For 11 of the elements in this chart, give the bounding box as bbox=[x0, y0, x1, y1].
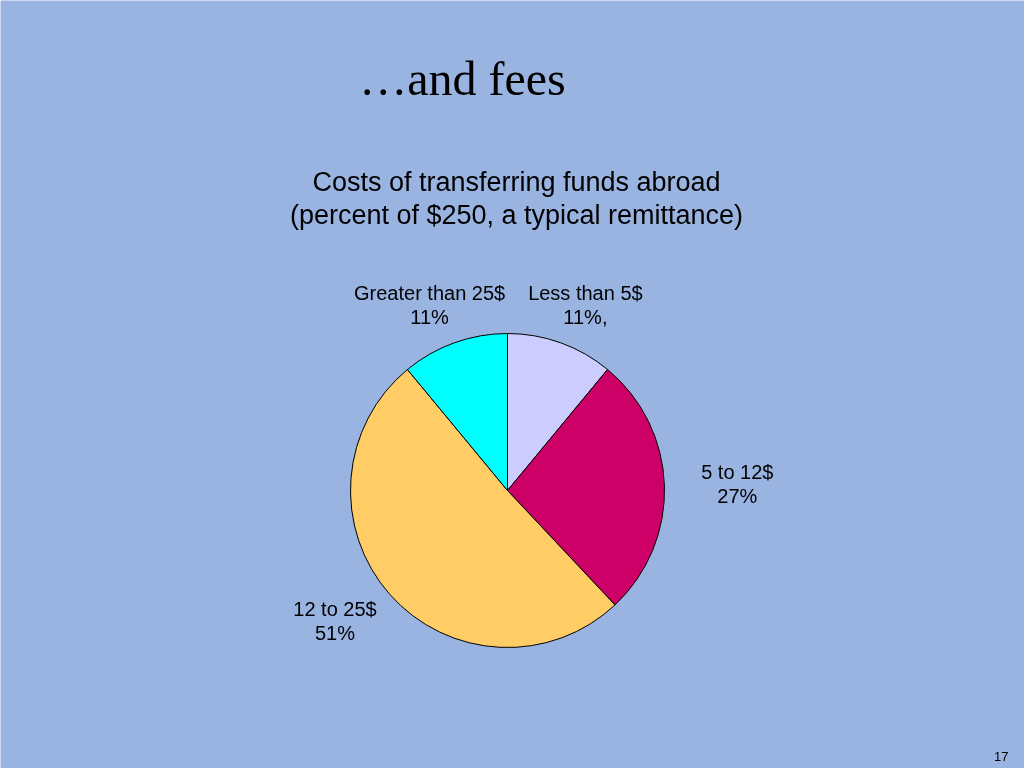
slice-label: Less than 5$ bbox=[528, 282, 643, 305]
chart-subtitle: Costs of transferring funds abroad (percent of $250, a typical remittance) bbox=[289, 167, 744, 230]
data-label: 27% bbox=[717, 485, 758, 508]
slice-label: 12 to 25$ bbox=[293, 597, 377, 620]
data-label: 11%, bbox=[563, 306, 608, 329]
text: 17 bbox=[994, 749, 1009, 764]
slice-label: 5 to 12$ bbox=[701, 461, 774, 484]
slice-label: Greater than 25$ bbox=[354, 282, 506, 305]
chart-title: …and fees bbox=[359, 52, 566, 105]
data-label: 11% bbox=[410, 306, 450, 329]
data-label: 51% bbox=[315, 621, 356, 644]
